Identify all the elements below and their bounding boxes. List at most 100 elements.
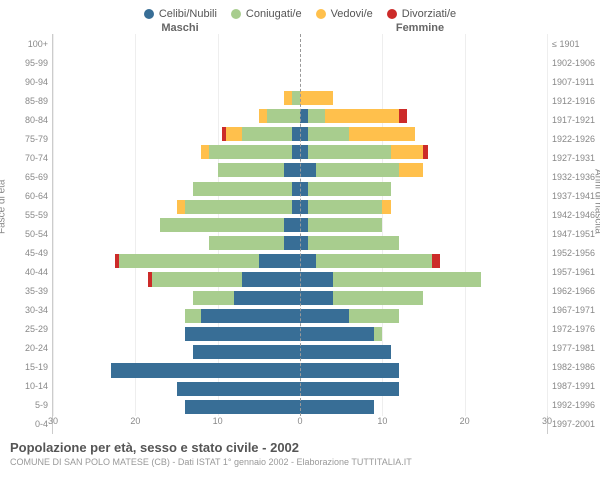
bar-segment — [242, 127, 291, 141]
bar-segment — [259, 254, 300, 268]
side-titles: Maschi Femmine — [0, 22, 600, 34]
male-bar — [53, 236, 300, 250]
y-left-ticks: 100+95-9990-9485-8980-8475-7970-7465-696… — [0, 34, 52, 434]
bar-segment — [300, 109, 308, 123]
male-bar — [53, 145, 300, 159]
birth-year-label: 1927-1931 — [552, 148, 595, 167]
bar-segment — [300, 127, 308, 141]
male-bar — [53, 309, 300, 323]
bar-segment — [300, 218, 308, 232]
x-tick-label: 0 — [297, 416, 302, 426]
age-band-label: 5-9 — [35, 396, 48, 415]
bar-segment — [284, 91, 292, 105]
male-bar — [53, 36, 300, 50]
bar-segment — [119, 254, 259, 268]
male-bar — [53, 91, 300, 105]
birth-year-label: 1917-1921 — [552, 110, 595, 129]
bar-segment — [300, 236, 308, 250]
bar-segment — [300, 91, 333, 105]
bar-segment — [300, 327, 374, 341]
female-bar — [300, 54, 547, 68]
birth-year-label: 1907-1911 — [552, 72, 594, 91]
female-bar — [300, 72, 547, 86]
x-tick-label: 10 — [377, 416, 387, 426]
bar-segment — [300, 254, 316, 268]
female-bar — [300, 236, 547, 250]
female-bar — [300, 109, 547, 123]
bar-segment — [300, 291, 333, 305]
bar-segment — [300, 163, 316, 177]
age-band-label: 35-39 — [25, 282, 48, 301]
male-bar — [53, 218, 300, 232]
birth-year-label: 1942-1946 — [552, 205, 595, 224]
bar-segment — [152, 272, 243, 286]
bar-segment — [423, 145, 427, 159]
legend-label: Divorziati/e — [402, 8, 456, 20]
female-bar — [300, 91, 547, 105]
female-bar — [300, 309, 547, 323]
bar-segment — [316, 254, 431, 268]
male-bar — [53, 54, 300, 68]
y-left-axis-title: Fasce di età — [0, 180, 8, 234]
x-tick-label: 30 — [48, 416, 58, 426]
bar-segment — [292, 145, 300, 159]
bar-segment — [284, 163, 300, 177]
age-band-label: 0-4 — [35, 415, 48, 434]
legend-swatch — [316, 9, 326, 19]
male-bar — [53, 163, 300, 177]
female-bar — [300, 254, 547, 268]
bar-segment — [308, 236, 399, 250]
bar-segment — [242, 272, 300, 286]
female-bar — [300, 200, 547, 214]
bar-segment — [234, 291, 300, 305]
male-bar — [53, 109, 300, 123]
birth-year-label: 1922-1926 — [552, 129, 595, 148]
age-band-label: 100+ — [28, 34, 48, 53]
bar-segment — [300, 382, 399, 396]
female-bar — [300, 36, 547, 50]
legend-item: Celibi/Nubili — [144, 8, 217, 20]
x-tick-label: 20 — [130, 416, 140, 426]
bar-segment — [300, 400, 374, 414]
female-bar — [300, 291, 547, 305]
male-bar — [53, 382, 300, 396]
bar-segment — [292, 91, 300, 105]
female-bar — [300, 218, 547, 232]
bar-segment — [349, 127, 415, 141]
legend-item: Coniugati/e — [231, 8, 302, 20]
bar-segment — [292, 127, 300, 141]
birth-year-label: 1937-1941 — [552, 186, 595, 205]
bar-segment — [308, 218, 382, 232]
birth-year-label: 1982-1986 — [552, 358, 595, 377]
male-bar — [53, 291, 300, 305]
bar-segment — [226, 127, 242, 141]
bar-segment — [308, 127, 349, 141]
age-band-label: 10-14 — [25, 377, 48, 396]
birth-year-label: 1972-1976 — [552, 320, 595, 339]
plot-area: 3020100102030 — [52, 34, 548, 434]
bar-segment — [284, 236, 300, 250]
y-right-ticks: ≤ 19011902-19061907-19111912-19161917-19… — [548, 34, 600, 434]
legend-label: Coniugati/e — [246, 8, 302, 20]
birth-year-label: 1952-1956 — [552, 244, 595, 263]
female-bar — [300, 327, 547, 341]
bar-segment — [292, 182, 300, 196]
bar-segment — [308, 109, 324, 123]
bar-segment — [193, 291, 234, 305]
bar-segment — [325, 109, 399, 123]
bar-segment — [267, 109, 300, 123]
male-bar — [53, 127, 300, 141]
age-band-label: 95-99 — [25, 53, 48, 72]
birth-year-label: 1902-1906 — [552, 53, 595, 72]
birth-year-label: 1962-1966 — [552, 282, 595, 301]
bar-segment — [300, 182, 308, 196]
female-bar — [300, 345, 547, 359]
bar-segment — [193, 345, 300, 359]
bar-segment — [185, 309, 201, 323]
legend-item: Vedovi/e — [316, 8, 373, 20]
female-bar — [300, 127, 547, 141]
bar-segment — [284, 218, 300, 232]
age-band-label: 40-44 — [25, 263, 48, 282]
female-bar — [300, 363, 547, 377]
legend-item: Divorziati/e — [387, 8, 456, 20]
